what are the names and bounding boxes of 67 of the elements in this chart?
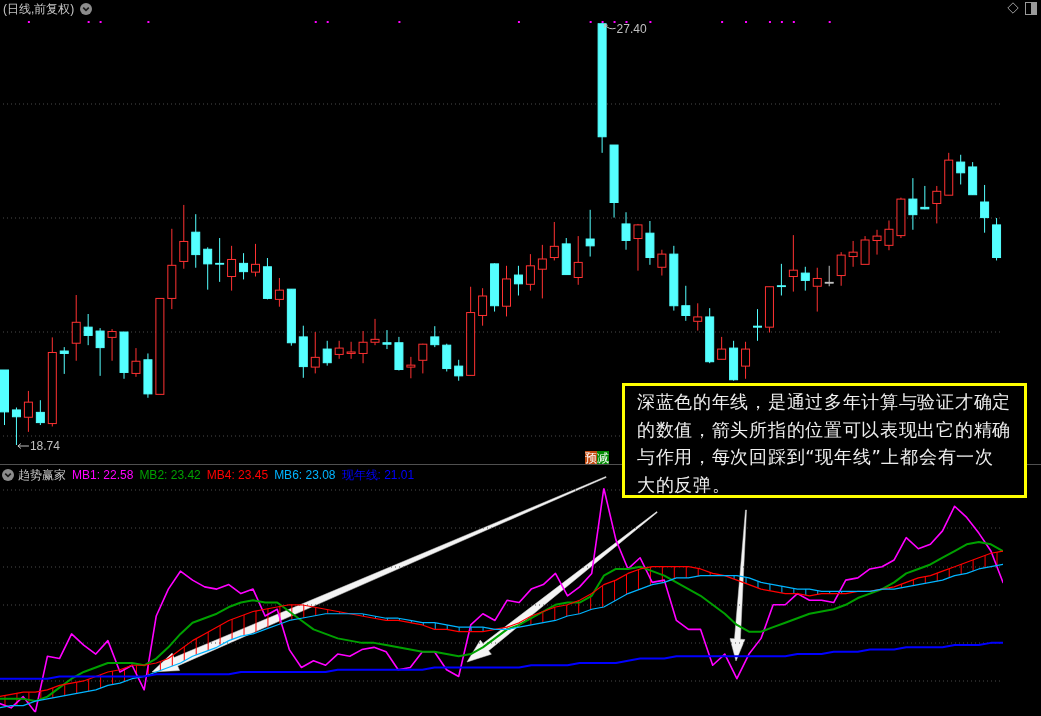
candlestick [358, 330, 368, 364]
candlestick [585, 209, 595, 258]
candlestick [107, 328, 117, 362]
candlestick [980, 184, 990, 234]
candlestick [239, 252, 249, 280]
annotation: 18.74 [29, 439, 61, 453]
candlestick [215, 237, 225, 283]
candlestick [788, 234, 798, 293]
candlestick [203, 246, 213, 291]
candlestick [681, 285, 691, 322]
candlestick [370, 318, 380, 346]
candlestick [59, 346, 69, 375]
candlestick [800, 266, 810, 292]
candlestick [334, 340, 344, 360]
candlestick [227, 245, 237, 292]
candlestick [741, 341, 751, 380]
candlestick [884, 220, 894, 251]
candlestick [11, 407, 21, 445]
candlestick [322, 340, 332, 367]
text: MB6: 23.08 [274, 468, 336, 482]
candlestick [454, 359, 464, 382]
candlestick [836, 251, 846, 287]
candlestick [621, 211, 631, 251]
candlestick [848, 240, 858, 268]
candlestick [274, 277, 284, 308]
candlestick [35, 399, 45, 426]
candlestick [956, 154, 966, 185]
candlestick [23, 390, 33, 433]
candlestick [812, 267, 822, 313]
candlestick [430, 325, 440, 348]
text: 预减 [585, 451, 609, 465]
candlestick [753, 308, 762, 342]
candlestick [932, 185, 942, 224]
candlestick [83, 313, 93, 346]
candlestick [908, 177, 918, 231]
candlestick [693, 302, 703, 332]
candlestick [251, 243, 260, 278]
candlestick [776, 263, 786, 297]
candlestick [717, 336, 727, 360]
candlestick [478, 287, 488, 327]
candlestick [573, 235, 583, 286]
candlestick [131, 347, 141, 378]
candlestick [657, 249, 667, 277]
candlestick [179, 204, 189, 270]
candlestick [872, 229, 882, 256]
text: MB1: 22.58 [72, 468, 134, 482]
candlestick [382, 329, 392, 350]
text: 现年线: 21.01 [341, 468, 415, 482]
candlestick [191, 213, 201, 269]
text: MB4: 23.45 [206, 468, 269, 482]
candlestick [633, 223, 643, 272]
chart-title: (日线,前复权) [3, 2, 75, 16]
candlestick [71, 294, 81, 362]
candlestick [406, 356, 416, 379]
candlestick [824, 265, 834, 287]
annotation: 27.40 [616, 22, 647, 37]
candlestick [346, 341, 356, 360]
candlestick [418, 343, 428, 374]
chart-title: 趋势赢家 [18, 468, 66, 482]
candlestick [549, 221, 559, 261]
candlestick [310, 331, 320, 374]
candlestick [513, 265, 523, 297]
candlestick [537, 244, 547, 299]
candlestick [95, 327, 105, 377]
candlestick [525, 253, 535, 292]
text: MB2: 23.42 [139, 468, 201, 482]
candlestick [442, 343, 452, 372]
